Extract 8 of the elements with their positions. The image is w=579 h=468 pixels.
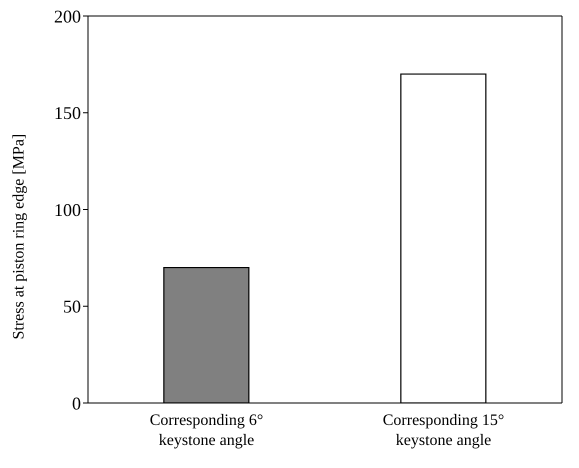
y-axis-title: Stress at piston ring edge [MPa] xyxy=(10,134,28,340)
y-tick-label: 150 xyxy=(54,103,81,124)
x-tick-label: Corresponding 6° keystone angle xyxy=(150,412,264,449)
y-tick-label: 100 xyxy=(54,200,81,220)
x-tick-label: Corresponding 15° keystone angle xyxy=(382,412,504,449)
y-tick-label: 50 xyxy=(63,296,81,317)
y-tick-label: 0 xyxy=(72,393,81,414)
y-tick-label: 200 xyxy=(54,6,81,26)
